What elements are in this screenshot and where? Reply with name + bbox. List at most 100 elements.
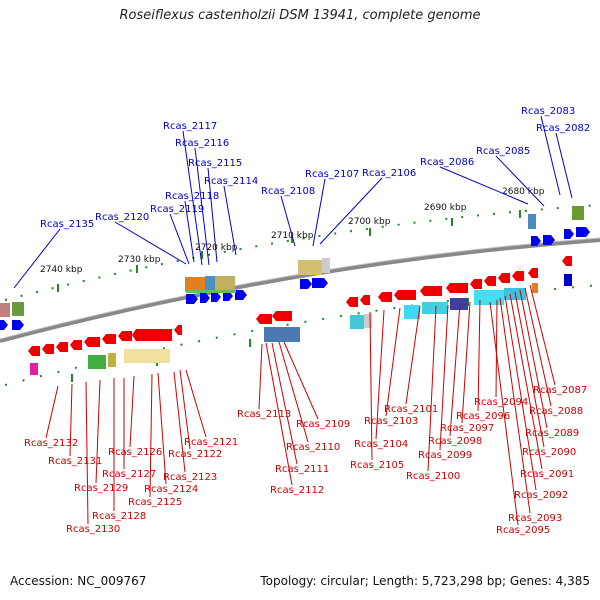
- reverse-leader-line: [495, 299, 498, 398]
- reverse-gene: [56, 342, 68, 352]
- reverse-leader-line: [173, 371, 186, 473]
- reverse-gene-label: Rcas_2105: [350, 460, 404, 471]
- forward-gene-label: Rcas_2085: [476, 146, 530, 157]
- reverse-leader-line: [45, 385, 59, 439]
- forward-gene-label: Rcas_2082: [536, 123, 590, 134]
- accession-label: Accession: NC_009767: [10, 574, 147, 588]
- forward-gene-label: Rcas_2120: [95, 212, 149, 223]
- reverse-gene: [394, 290, 416, 300]
- reverse-leader-line: [439, 304, 449, 451]
- reverse-gene-label: Rcas_2089: [525, 428, 579, 439]
- page-title: Roseiflexus castenholzii DSM 13941, comp…: [119, 8, 481, 23]
- reverse-gene-label: Rcas_2124: [144, 484, 198, 495]
- reverse-gene: [378, 292, 392, 302]
- reverse-leader-line: [375, 309, 385, 440]
- reverse-feature: [450, 298, 468, 310]
- forward-feature: [12, 302, 24, 316]
- reverse-gene-label: Rcas_2090: [522, 447, 576, 458]
- reverse-gene: [42, 344, 54, 354]
- reverse-feature: [474, 290, 504, 305]
- forward-gene-label: Rcas_2107: [305, 169, 359, 180]
- reverse-gene-label: Rcas_2092: [514, 490, 568, 501]
- reverse-gene: [528, 268, 538, 278]
- reverse-gene: [84, 337, 100, 347]
- reverse-feature: [422, 302, 448, 314]
- reverse-gene-label: Rcas_2111: [275, 464, 329, 475]
- reverse-feature: [124, 349, 170, 363]
- reverse-gene: [346, 297, 358, 307]
- forward-gene: [312, 278, 328, 288]
- reverse-feature: [350, 315, 364, 329]
- scale-label: 2690 kbp: [424, 203, 467, 213]
- scale-label: 2680 kbp: [502, 187, 545, 197]
- reverse-leader-line: [369, 311, 373, 461]
- reverse-gene-label: Rcas_2096: [456, 411, 510, 422]
- reverse-gene-label: Rcas_2103: [364, 416, 418, 427]
- reverse-gene-label: Rcas_2123: [163, 472, 217, 483]
- reverse-leader-line: [258, 343, 263, 410]
- reverse-leader-line: [69, 383, 73, 457]
- forward-gene: [223, 291, 233, 301]
- reverse-gene: [470, 279, 482, 289]
- forward-feature: [298, 260, 322, 275]
- forward-leader-line: [495, 155, 545, 207]
- reverse-leader-line: [149, 373, 153, 498]
- forward-gene-label: Rcas_2117: [163, 121, 217, 132]
- forward-leader-line: [207, 167, 218, 263]
- reverse-leader-line: [504, 295, 537, 491]
- reverse-gene-label: Rcas_2098: [428, 436, 482, 447]
- reverse-gene-label: Rcas_2128: [92, 511, 146, 522]
- reverse-gene: [446, 283, 468, 293]
- reverse-gene: [118, 331, 132, 341]
- forward-gene: [300, 279, 312, 289]
- reverse-leader-line: [283, 341, 319, 420]
- forward-gene: [576, 227, 590, 237]
- forward-leader-line: [114, 221, 187, 265]
- forward-gene: [211, 292, 221, 302]
- forward-gene: [564, 229, 574, 239]
- reverse-feature: [364, 314, 372, 328]
- reverse-gene: [420, 286, 442, 296]
- forward-leader-line: [184, 200, 195, 263]
- reverse-gene: [256, 314, 272, 324]
- forward-gene: [531, 236, 541, 246]
- reverse-leader-line: [385, 307, 401, 417]
- reverse-gene-label: Rcas_2132: [24, 438, 78, 449]
- forward-leader-line: [13, 228, 61, 289]
- reverse-gene-label: Rcas_2101: [384, 404, 438, 415]
- reverse-gene-label: Rcas_2109: [296, 419, 350, 430]
- reverse-feature: [564, 274, 572, 286]
- forward-leader-line: [555, 132, 573, 199]
- forward-gene-label: Rcas_2118: [165, 191, 219, 202]
- reverse-gene: [174, 325, 182, 335]
- forward-feature: [322, 258, 330, 273]
- reverse-leader-line: [427, 305, 437, 472]
- reverse-feature: [88, 355, 106, 369]
- reverse-gene-label: Rcas_2121: [184, 437, 238, 448]
- forward-leader-line: [194, 147, 210, 266]
- reverse-gene-label: Rcas_2104: [354, 439, 408, 450]
- reverse-gene-label: Rcas_2093: [508, 513, 562, 524]
- reverse-leader-line: [499, 297, 531, 514]
- reverse-gene-label: Rcas_2122: [168, 449, 222, 460]
- reverse-feature: [532, 283, 538, 293]
- reverse-leader-line: [514, 291, 545, 448]
- reverse-gene-label: Rcas_2130: [66, 524, 120, 535]
- genome-summary: Topology: circular; Length: 5,723,298 bp…: [260, 574, 590, 588]
- reverse-leader-line: [524, 287, 552, 407]
- reverse-gene-label: Rcas_2129: [74, 483, 128, 494]
- reverse-gene: [360, 295, 370, 305]
- reverse-feature: [264, 327, 300, 342]
- reverse-leader-line: [185, 369, 207, 438]
- forward-feature: [185, 277, 205, 292]
- forward-gene-label: Rcas_2108: [261, 186, 315, 197]
- reverse-gene: [498, 273, 510, 283]
- forward-gene: [12, 320, 24, 330]
- reverse-gene-label: Rcas_2126: [108, 447, 162, 458]
- scale-label: 2730 kbp: [118, 255, 161, 265]
- forward-feature: [572, 206, 584, 220]
- forward-leader-line: [280, 195, 296, 247]
- forward-gene-label: Rcas_2083: [521, 106, 575, 117]
